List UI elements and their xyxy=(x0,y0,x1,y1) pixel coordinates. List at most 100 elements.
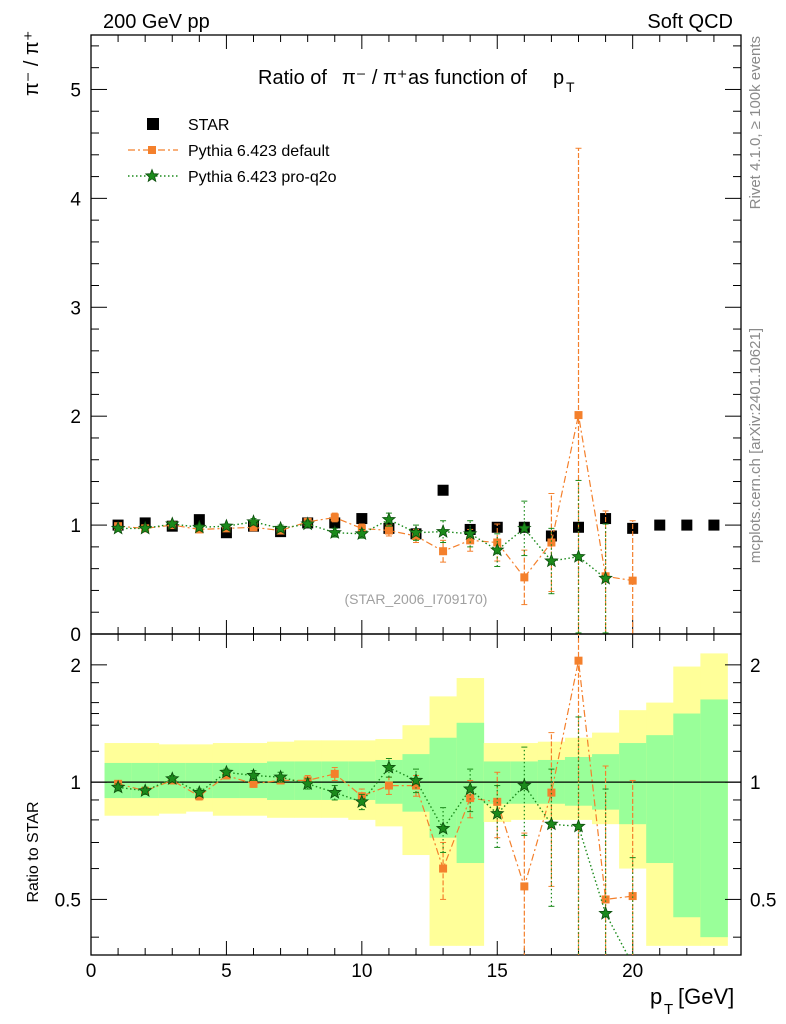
band-inner-bin xyxy=(646,735,674,864)
ratio-pythia-default-point xyxy=(520,882,529,891)
chart-title-part2: as function of xyxy=(408,67,527,89)
star-data-point xyxy=(654,519,666,531)
ratio-pythia-proq2o-point xyxy=(219,764,234,779)
ratio-pythia-proq2o-point xyxy=(192,785,207,799)
pythia-proq2o-point xyxy=(246,514,261,528)
chart-title-pions: π⁻ / π⁺ xyxy=(342,67,407,89)
pythia-default-point xyxy=(628,576,637,585)
ratio-pythia-default-point xyxy=(493,797,502,806)
ratio-pythia-default-point xyxy=(249,779,258,788)
pythia-proq2o-point xyxy=(490,542,505,557)
main-panel: 0 1 2 3 4 5 xyxy=(70,34,742,646)
star-data-point xyxy=(220,527,232,539)
legend-default-label: Pythia 6.423 default xyxy=(188,143,330,160)
ratio-pythia-default-point xyxy=(628,892,637,901)
y-tick-label: 0 xyxy=(70,625,81,646)
pythia-proq2o-point xyxy=(381,511,397,526)
pythia-proq2o-series xyxy=(110,479,613,634)
star-data-point xyxy=(193,514,205,526)
star-data-point xyxy=(708,519,720,531)
star-data-point xyxy=(356,513,368,525)
ratio-pythia-proq2o-point xyxy=(598,905,613,920)
pythia-proq2o-point xyxy=(517,520,532,535)
star-data-point xyxy=(437,484,449,496)
pythia-default-point xyxy=(249,523,258,532)
pythia-proq2o-point xyxy=(273,520,288,535)
ratio-pythia-proq2o-point xyxy=(544,816,559,831)
ratio-pythia-default-point xyxy=(601,895,610,904)
chart-title-pt: p xyxy=(553,67,564,89)
ratio-pythia-proq2o-point xyxy=(165,771,180,785)
legend-proq2o-label: Pythia 6.423 pro-q2o xyxy=(188,169,337,186)
pythia-proq2o-point xyxy=(408,525,424,539)
ratio-pythia-default-point xyxy=(384,781,393,790)
side-label-bottom: mcplots.cern.ch [arXiv:2401.10621] xyxy=(747,328,764,563)
pythia-proq2o-point xyxy=(110,520,126,535)
star-data-point xyxy=(545,530,557,542)
ratio-pythia-default-point xyxy=(276,776,285,785)
ratio-panel: 0 5 10 15 20 0.5 0.5 1 1 2 2 xyxy=(55,633,776,982)
x-axis-label-p: p xyxy=(650,984,662,1009)
x-tick-label: 5 xyxy=(221,961,232,982)
pythia-proq2o-point xyxy=(219,518,234,533)
x-axis-label-sub: T xyxy=(664,1001,673,1018)
ratio-pythia-proq2o-point xyxy=(327,785,342,799)
ratio-pythia-proq2o-point xyxy=(354,794,370,808)
legend-star-label: STAR xyxy=(188,117,229,134)
ratio-pythia-proq2o-series xyxy=(110,716,636,955)
chart-title-part1: Ratio of xyxy=(258,67,327,89)
x-tick-label: 20 xyxy=(622,961,643,982)
legend: STAR Pythia 6.423 default Pythia 6.423 p… xyxy=(128,117,337,186)
band-inner-bin xyxy=(619,743,647,825)
header-right-label: Soft QCD xyxy=(647,11,733,33)
ratio-pythia-proq2o-point xyxy=(435,821,451,835)
y-tick-label: 3 xyxy=(70,298,81,319)
ratio-pythia-proq2o-point xyxy=(273,769,288,784)
pythia-default-series xyxy=(114,147,637,634)
pythia-default-point xyxy=(520,573,529,582)
pythia-proq2o-point xyxy=(598,570,613,585)
x-axis-label-unit: [GeV] xyxy=(678,984,734,1009)
ratio-y-tick-label-right: 1 xyxy=(750,773,761,794)
y-tick-label: 1 xyxy=(70,516,81,537)
star-data-point xyxy=(329,517,341,529)
ratio-y-tick-label: 2 xyxy=(70,656,81,677)
ratio-pythia-default-point xyxy=(574,656,583,665)
header-left-label: 200 GeV pp xyxy=(103,11,210,33)
pythia-proq2o-point xyxy=(571,549,586,563)
ratio-y-tick-label: 1 xyxy=(70,773,81,794)
star-data-point xyxy=(491,521,503,533)
ratio-pythia-default-point xyxy=(547,788,556,797)
ratio-pythia-proq2o-line xyxy=(118,766,629,955)
x-tick-label: 10 xyxy=(351,961,372,982)
ratio-pythia-proq2o-point xyxy=(246,767,261,782)
pythia-proq2o-point xyxy=(544,553,559,568)
star-data-point xyxy=(681,519,693,531)
ratio-ylabel: Ratio to STAR xyxy=(25,801,42,902)
y-tick-label: 4 xyxy=(70,189,81,210)
ratio-pythia-proq2o-point xyxy=(408,772,424,787)
pythia-proq2o-point xyxy=(137,520,153,535)
analysis-id: (STAR_2006_I709170) xyxy=(345,591,488,607)
band-inner-bin xyxy=(700,699,728,938)
legend-star-marker xyxy=(147,118,159,130)
pythia-default-line xyxy=(118,414,633,582)
legend-default-marker xyxy=(148,146,156,154)
ratio-pythia-proq2o-point xyxy=(490,806,505,820)
y-tick-label: 2 xyxy=(70,407,81,428)
pythia-default-point xyxy=(330,513,339,522)
ratio-pythia-default-point xyxy=(330,769,339,778)
band-inner-bin xyxy=(429,737,458,838)
pythia-proq2o-point xyxy=(192,519,207,534)
ratio-pythia-proq2o-point xyxy=(462,781,478,796)
y-tick-label: 5 xyxy=(70,80,81,101)
x-tick-label: 15 xyxy=(487,961,508,982)
pythia-proq2o-point xyxy=(300,516,315,531)
pythia-proq2o-point xyxy=(327,525,342,539)
pythia-default-point xyxy=(384,526,393,535)
ratio-pythia-proq2o-point xyxy=(110,779,126,794)
ratio-pythia-default-line xyxy=(117,660,633,901)
ratio-y-tick-label-right: 0.5 xyxy=(750,890,776,911)
ratio-pythia-proq2o-point xyxy=(300,776,315,791)
